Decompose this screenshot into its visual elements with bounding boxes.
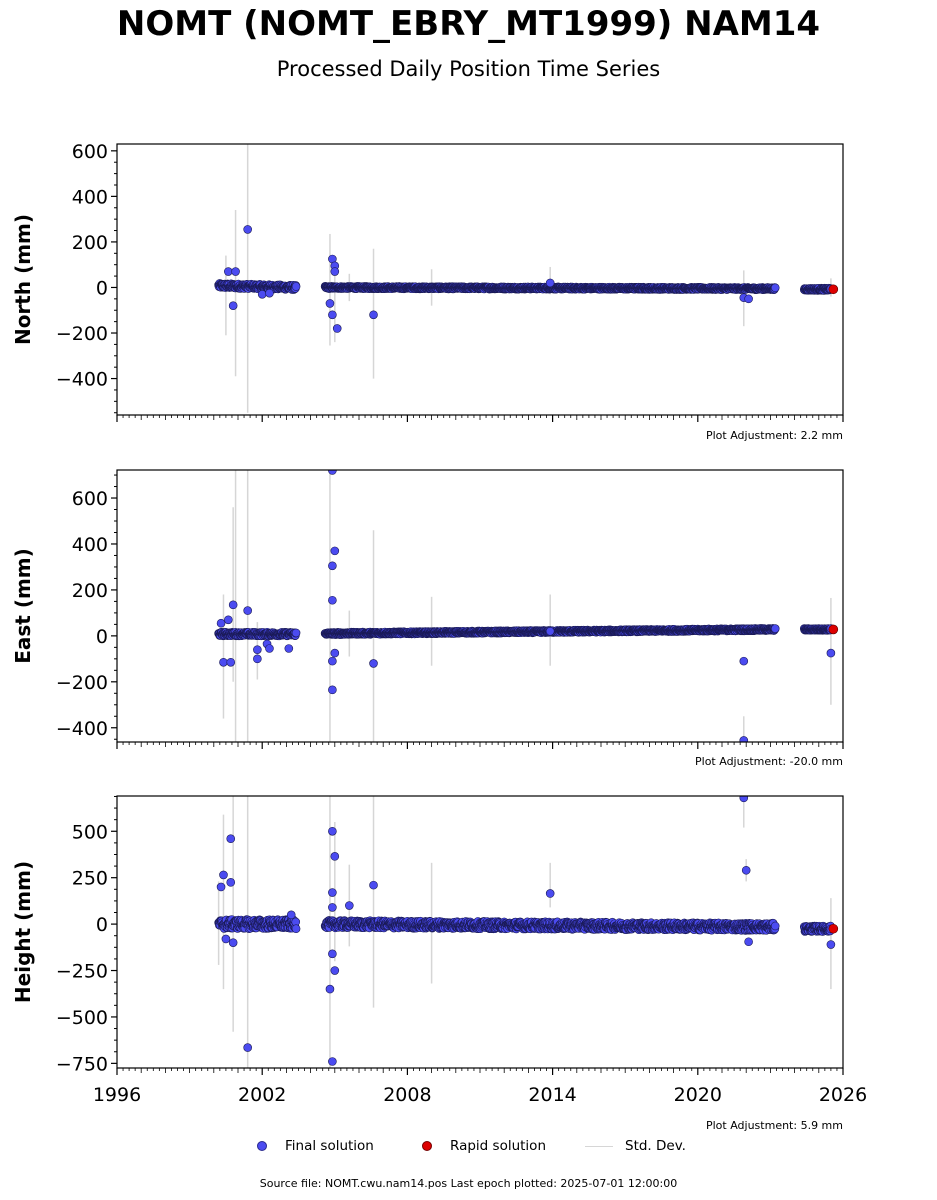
outlier-point-east-15 [328, 685, 337, 695]
outlier-point-north-1 [231, 267, 240, 276]
outlier-point-north-8 [330, 267, 340, 276]
y-tick-label-north-0: −400 [56, 369, 108, 391]
chart-subtitle: Processed Daily Position Time Series [276, 57, 661, 81]
data-point-final-height [291, 924, 301, 934]
outlier-point-east-16 [328, 656, 337, 666]
y-axis-label-north: North (mm) [11, 214, 35, 345]
outlier-point-east-3 [228, 600, 238, 610]
outlier-point-north-5 [265, 288, 274, 298]
outlier-point-east-1 [219, 657, 228, 667]
data-point-final-east [770, 624, 780, 633]
y-tick-label-east-0: −400 [56, 718, 108, 740]
outlier-point-east-7 [253, 654, 262, 664]
outlier-point-north-10 [332, 324, 342, 333]
data-point-final-north [291, 282, 301, 291]
plot-area-north [214, 144, 839, 413]
chart-title: NOMT (NOMT_EBRY_MT1999) NAM14 [116, 4, 821, 44]
outlier-point-north-14 [744, 294, 753, 304]
outlier-point-north-0 [224, 267, 233, 276]
data-point-rapid-east-0 [828, 624, 839, 635]
outlier-point-east-19 [545, 626, 555, 636]
outlier-point-east-18 [369, 659, 378, 668]
y-tick-label-north-1: −200 [56, 323, 108, 345]
outlier-point-east-20 [739, 656, 749, 666]
outlier-point-north-9 [328, 310, 337, 320]
outlier-point-north-2 [228, 301, 238, 310]
y-tick-label-north-3: 200 [72, 232, 108, 254]
y-tick-label-east-2: 0 [96, 626, 108, 648]
data-point-rapid-north-0 [828, 284, 839, 295]
outlier-point-east-6 [253, 645, 262, 654]
outlier-point-east-0 [216, 618, 226, 628]
y-tick-label-north-4: 400 [72, 186, 108, 208]
y-tick-label-north-2: 0 [96, 277, 108, 299]
outlier-point-east-22 [826, 648, 836, 658]
plot-area-height [214, 796, 839, 1068]
panel-north: −400 −200 0 200 400 600 North (mm) [11, 141, 844, 422]
outlier-point-north-4 [257, 290, 267, 299]
outlier-point-east-4 [224, 615, 233, 625]
panel-east: −400 −200 0 200 400 600 East (mm) [11, 469, 844, 749]
data-point-final-east [291, 628, 301, 638]
outlier-point-east-5 [243, 606, 252, 615]
outlier-point-east-17 [330, 648, 340, 658]
outlier-point-east-12 [330, 546, 340, 556]
outlier-point-east-9 [265, 644, 274, 653]
y-tick-label-east-1: −200 [56, 672, 108, 694]
plot-frame-east [116, 469, 844, 743]
outlier-point-north-11 [325, 299, 335, 308]
outlier-point-north-3 [243, 225, 252, 234]
outlier-point-east-14 [328, 595, 337, 605]
y-tick-label-east-5: 600 [72, 488, 108, 510]
outlier-point-north-12 [369, 310, 378, 320]
y-tick-label-east-3: 200 [72, 580, 108, 602]
outlier-point-north-15 [545, 278, 555, 288]
plot-area-east [214, 470, 839, 742]
y-tick-label-east-4: 400 [72, 534, 108, 556]
outlier-point-east-2 [226, 657, 236, 667]
outlier-point-east-10 [284, 644, 294, 653]
y-tick-label-north-5: 600 [72, 141, 108, 163]
data-point-final-north [770, 283, 780, 293]
y-axis-label-east: East (mm) [11, 548, 35, 664]
outlier-point-east-21 [739, 736, 749, 742]
outlier-point-east-13 [328, 561, 337, 571]
